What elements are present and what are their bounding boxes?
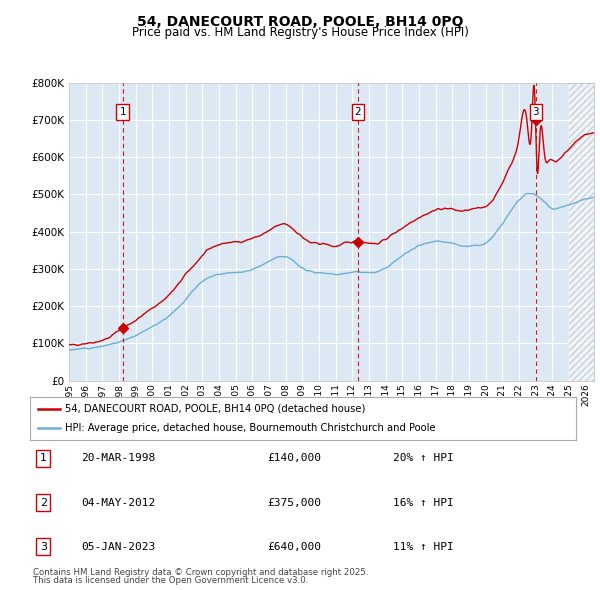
Bar [569,83,594,381]
Text: 54, DANECOURT ROAD, POOLE, BH14 0PQ: 54, DANECOURT ROAD, POOLE, BH14 0PQ [137,15,463,29]
Text: £640,000: £640,000 [267,542,321,552]
Text: 16% ↑ HPI: 16% ↑ HPI [393,498,454,507]
Text: 2: 2 [355,107,361,117]
Text: 04-MAY-2012: 04-MAY-2012 [81,498,155,507]
Text: £140,000: £140,000 [267,454,321,463]
Text: £375,000: £375,000 [267,498,321,507]
Text: Price paid vs. HM Land Registry's House Price Index (HPI): Price paid vs. HM Land Registry's House … [131,26,469,39]
Text: 11% ↑ HPI: 11% ↑ HPI [393,542,454,552]
Text: 3: 3 [40,542,47,552]
Text: HPI: Average price, detached house, Bournemouth Christchurch and Poole: HPI: Average price, detached house, Bour… [65,423,436,433]
Text: 05-JAN-2023: 05-JAN-2023 [81,542,155,552]
Text: 1: 1 [40,454,47,463]
Text: 20% ↑ HPI: 20% ↑ HPI [393,454,454,463]
Text: Contains HM Land Registry data © Crown copyright and database right 2025.: Contains HM Land Registry data © Crown c… [33,568,368,577]
Text: 2: 2 [40,498,47,507]
Text: 54, DANECOURT ROAD, POOLE, BH14 0PQ (detached house): 54, DANECOURT ROAD, POOLE, BH14 0PQ (det… [65,404,366,414]
Text: This data is licensed under the Open Government Licence v3.0.: This data is licensed under the Open Gov… [33,576,308,585]
Text: 20-MAR-1998: 20-MAR-1998 [81,454,155,463]
Text: 1: 1 [119,107,126,117]
Text: 3: 3 [533,107,539,117]
